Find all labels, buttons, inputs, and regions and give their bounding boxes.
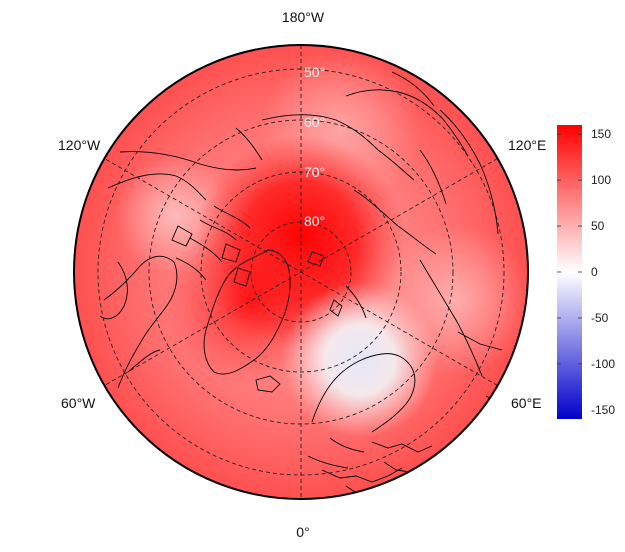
lon-label-0: 0° <box>296 524 309 540</box>
lon-label-60w: 60°W <box>61 395 96 411</box>
siberia-coast <box>261 89 469 255</box>
colorbar-tick-label: 0 <box>591 265 598 279</box>
lat-circle-80 <box>250 221 352 323</box>
lat-label-50: 50° <box>304 64 325 80</box>
colorbar-ticks: 150 100 50 0 -50 -100 -150 <box>557 127 615 417</box>
colorbar: 150 100 50 0 -50 -100 -150 <box>557 125 615 419</box>
europe-borders <box>321 441 433 495</box>
lat-label-70: 70° <box>304 164 325 180</box>
lat-label-80: 80° <box>304 213 325 229</box>
colorbar-tick-label: 100 <box>591 173 611 187</box>
north-america-coast <box>103 173 207 389</box>
coastlines <box>99 71 515 495</box>
lon-label-180: 180°W <box>282 9 325 25</box>
globe-outline <box>73 44 529 500</box>
colorbar-tick-label: -150 <box>591 403 615 417</box>
scandinavia-coast <box>307 353 416 469</box>
alaska-coast <box>119 127 263 171</box>
colorbar-tick-label: -100 <box>591 357 615 371</box>
colorbar-gradient <box>557 125 582 419</box>
iceland-coast <box>255 375 281 393</box>
graticule <box>97 45 505 499</box>
lat-label-60: 60° <box>304 114 325 130</box>
colorbar-tick-label: 50 <box>591 219 605 233</box>
lon-label-120w: 120°W <box>58 137 101 153</box>
lon-label-120e: 120°E <box>508 137 546 153</box>
anomaly-field <box>74 45 528 499</box>
greenland-coastline <box>203 249 291 375</box>
canadian-archipelago <box>171 205 251 287</box>
colorbar-tick-label: 150 <box>591 127 611 141</box>
meridian-60E-120W <box>104 158 498 386</box>
colorbar-tick-label: -50 <box>591 311 609 325</box>
hudson-bay <box>99 261 128 320</box>
lon-label-60e: 60°E <box>511 395 542 411</box>
